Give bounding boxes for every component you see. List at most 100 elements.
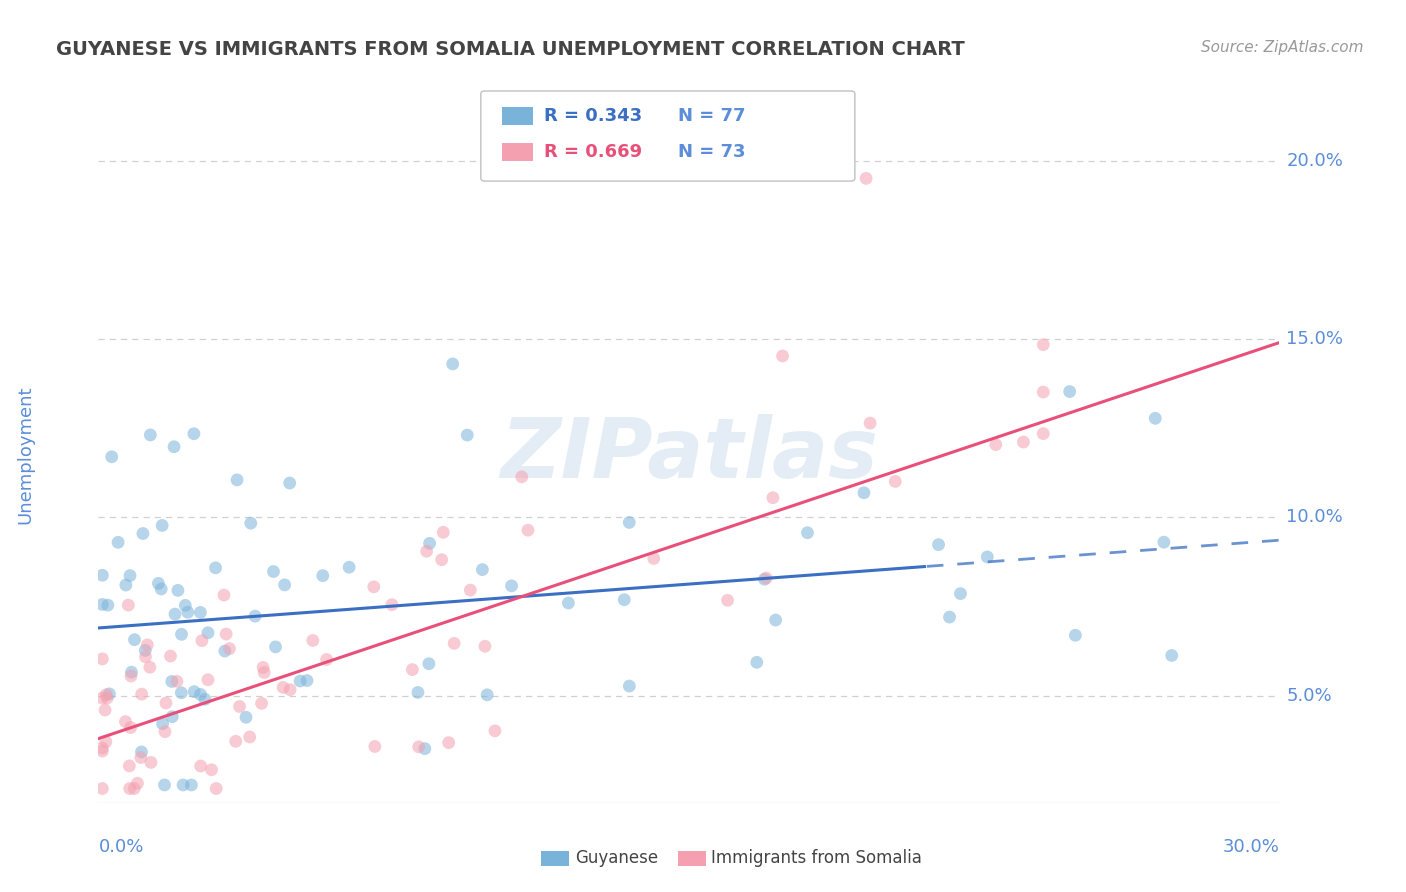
Point (302, 633, 325, 648)
Text: 20.0%: 20.0% (1286, 152, 1343, 169)
Point (264, 640, 287, 654)
Point (643, 551, 665, 566)
Point (228, 699, 250, 714)
Point (129, 750, 152, 764)
Point (613, 592, 636, 607)
Point (215, 627, 238, 641)
Point (1153, 535, 1175, 549)
Point (152, 716, 174, 731)
Point (139, 756, 162, 770)
Point (197, 625, 219, 640)
Text: R = 0.343: R = 0.343 (544, 107, 643, 125)
Point (134, 643, 156, 657)
Point (162, 709, 184, 723)
Text: Unemployment: Unemployment (17, 385, 34, 524)
Point (501, 579, 523, 593)
Point (118, 781, 141, 796)
Point (91, 741, 114, 756)
Text: Guyanese: Guyanese (575, 849, 658, 867)
Point (163, 440, 186, 454)
Point (401, 663, 423, 677)
Point (928, 538, 950, 552)
Point (859, 416, 882, 430)
Point (252, 660, 274, 674)
Point (762, 491, 785, 505)
Point (418, 657, 440, 671)
Point (938, 610, 960, 624)
Point (191, 633, 214, 648)
Point (118, 759, 141, 773)
Point (205, 781, 228, 796)
Text: 30.0%: 30.0% (1223, 838, 1279, 856)
Point (183, 684, 205, 698)
Point (884, 475, 907, 489)
Point (139, 428, 162, 442)
Text: R = 0.669: R = 0.669 (544, 143, 643, 161)
Point (315, 652, 337, 666)
Point (239, 730, 262, 744)
Point (253, 665, 276, 680)
Point (852, 485, 875, 500)
Point (263, 565, 285, 579)
Point (235, 710, 257, 724)
Point (150, 518, 173, 533)
Point (120, 669, 142, 683)
Point (337, 560, 360, 574)
Point (474, 639, 496, 653)
Point (107, 535, 129, 549)
Point (432, 525, 454, 540)
Point (413, 741, 436, 756)
Point (273, 578, 295, 592)
Point (96, 688, 118, 702)
Point (312, 568, 335, 582)
Point (212, 588, 235, 602)
Point (278, 682, 301, 697)
Point (153, 778, 176, 792)
Point (225, 734, 247, 748)
Point (1032, 426, 1054, 441)
Point (150, 582, 173, 596)
Text: 10.0%: 10.0% (1286, 508, 1343, 526)
Point (460, 583, 482, 598)
Point (114, 714, 136, 729)
Point (97, 598, 120, 612)
Point (155, 696, 177, 710)
Point (364, 739, 387, 754)
Point (91, 598, 114, 612)
Point (132, 526, 155, 541)
Point (226, 473, 249, 487)
Point (754, 572, 776, 586)
Point (949, 586, 972, 600)
Point (177, 605, 200, 619)
Point (510, 470, 533, 484)
Point (363, 580, 385, 594)
Point (288, 673, 311, 688)
Point (1059, 384, 1081, 399)
Point (984, 437, 1007, 451)
Text: N = 77: N = 77 (678, 107, 745, 125)
Point (278, 475, 301, 490)
Point (243, 609, 266, 624)
Point (239, 516, 262, 531)
Point (271, 681, 294, 695)
Point (174, 599, 197, 613)
Point (91, 781, 114, 796)
Point (1144, 411, 1167, 425)
Point (443, 636, 465, 650)
Point (159, 648, 181, 663)
Point (117, 598, 139, 612)
Point (160, 674, 183, 689)
Point (180, 778, 202, 792)
Point (772, 349, 794, 363)
Text: ZIPatlas: ZIPatlas (501, 415, 877, 495)
Point (194, 692, 217, 706)
Point (408, 739, 430, 754)
Point (197, 673, 219, 687)
Point (1032, 337, 1054, 351)
Point (118, 568, 141, 582)
Point (419, 536, 441, 550)
Point (131, 745, 153, 759)
Point (136, 638, 159, 652)
Point (1012, 435, 1035, 450)
Text: 0.0%: 0.0% (98, 838, 143, 856)
